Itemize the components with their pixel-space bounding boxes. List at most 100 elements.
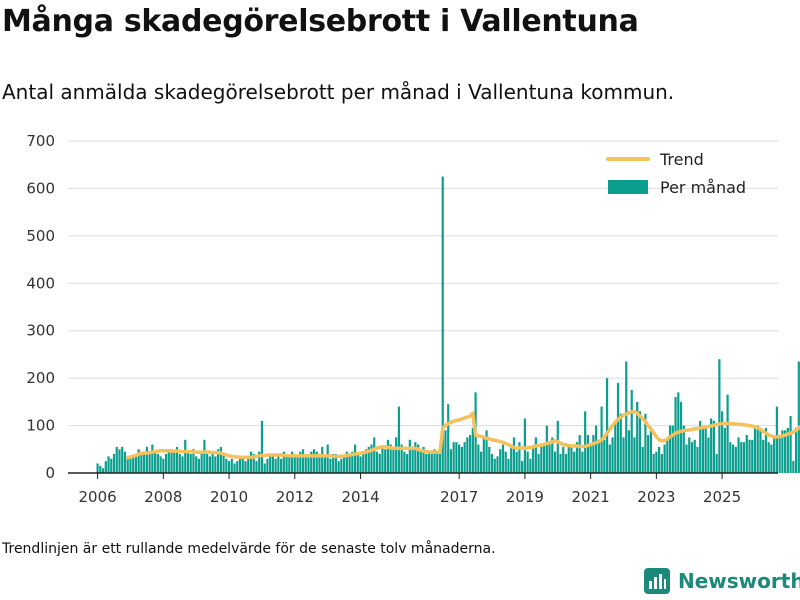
bar: [460, 446, 463, 473]
bar: [219, 446, 222, 473]
x-tick-label: 2025: [703, 488, 741, 506]
bar: [129, 458, 132, 473]
newsworthy-logo-icon: [644, 568, 670, 594]
bar: [564, 454, 568, 473]
bar: [501, 444, 505, 473]
bar: [764, 427, 768, 473]
bar: [619, 413, 622, 473]
bar: [175, 446, 179, 473]
bar: [266, 458, 269, 473]
brand-name: Newsworthy: [678, 569, 800, 593]
bar: [466, 437, 469, 473]
bar: [685, 444, 688, 473]
bar: [740, 442, 743, 473]
bar: [154, 451, 157, 473]
bar: [227, 461, 231, 473]
bar: [663, 444, 666, 473]
bar: [241, 456, 244, 473]
bar: [710, 418, 713, 473]
bar: [403, 451, 406, 473]
bar: [222, 454, 225, 473]
bar: [367, 446, 370, 473]
bar: [195, 456, 198, 473]
bar: [532, 446, 535, 473]
bar: [578, 435, 581, 473]
bar: [581, 451, 584, 473]
bar: [786, 427, 789, 473]
bar: [290, 451, 294, 473]
bar: [332, 454, 335, 473]
bar: [112, 454, 116, 473]
bar: [545, 425, 548, 473]
bar: [411, 449, 414, 473]
bar: [351, 451, 354, 473]
y-tick-label: 400: [26, 274, 55, 292]
legend-swatch-bars: [608, 180, 648, 194]
x-tick-label: 2008: [144, 488, 182, 506]
bar: [211, 451, 214, 473]
bar: [353, 444, 357, 473]
bar: [186, 451, 190, 473]
bar: [745, 435, 748, 473]
bar: [255, 461, 258, 473]
bar: [312, 449, 316, 473]
bar: [206, 454, 209, 473]
bar: [775, 406, 778, 473]
y-tick-label: 200: [26, 369, 55, 387]
bar: [762, 439, 765, 473]
bar: [247, 458, 250, 473]
bar: [425, 454, 428, 473]
bar: [238, 458, 242, 473]
bar: [252, 454, 255, 473]
legend-label: Trend: [659, 150, 704, 169]
bar: [406, 454, 409, 473]
bar: [362, 451, 365, 473]
bar: [707, 437, 710, 473]
bar: [584, 411, 587, 473]
bar: [570, 446, 573, 473]
bar: [178, 454, 181, 473]
bar: [318, 454, 321, 473]
bar: [326, 444, 329, 473]
bar: [277, 454, 280, 473]
bar: [121, 446, 124, 473]
bar: [658, 446, 661, 473]
x-tick-label: 2017: [440, 488, 478, 506]
bar: [748, 439, 751, 473]
bar: [430, 454, 433, 473]
bar: [638, 411, 642, 473]
x-tick-label: 2021: [572, 488, 610, 506]
bar: [162, 458, 165, 473]
bar: [447, 404, 450, 473]
bar: [258, 451, 261, 473]
bar: [427, 451, 431, 473]
y-tick-label: 100: [26, 417, 55, 435]
bar: [310, 451, 313, 473]
bar: [156, 454, 159, 473]
bar: [666, 439, 669, 473]
bar: [493, 458, 496, 473]
bar: [151, 444, 154, 473]
bar: [668, 425, 672, 473]
bar: [236, 461, 239, 473]
bar: [389, 444, 392, 473]
bar: [616, 382, 620, 473]
bar: [559, 454, 562, 473]
bar: [794, 427, 798, 473]
bar: [660, 454, 663, 473]
bar: [282, 451, 285, 473]
bar: [356, 454, 359, 473]
bar: [315, 451, 318, 473]
bar: [137, 449, 140, 473]
bar: [479, 451, 483, 473]
bar: [523, 418, 526, 473]
bar: [548, 444, 551, 473]
bar: [595, 425, 598, 473]
bar: [512, 437, 516, 473]
bar: [271, 456, 274, 473]
bar: [167, 451, 170, 473]
bar: [781, 430, 784, 473]
bar: [99, 465, 102, 473]
bar: [334, 454, 337, 473]
bar: [729, 442, 732, 473]
